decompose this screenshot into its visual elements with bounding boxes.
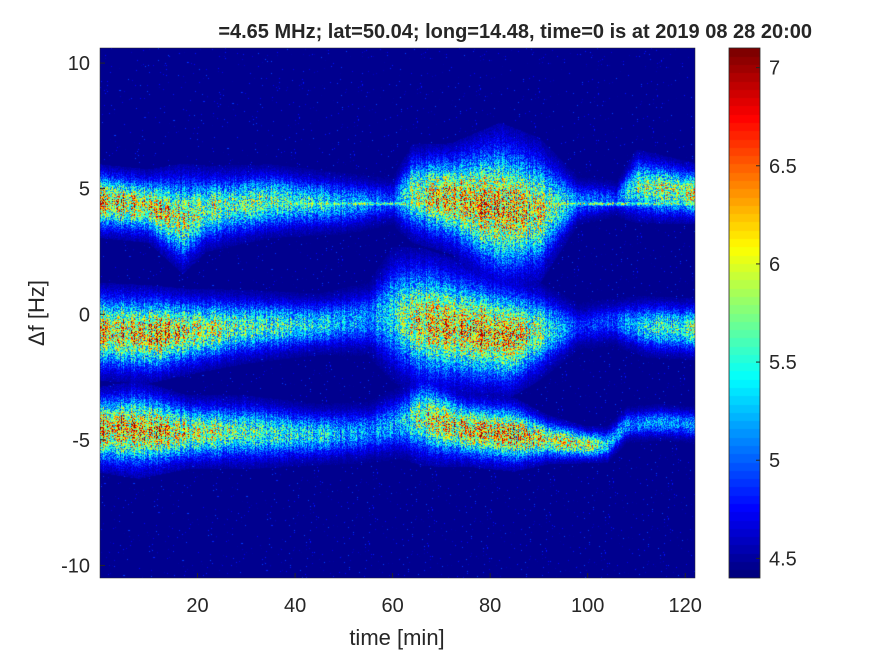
x-tick-label: 100 [571, 595, 604, 617]
colorbar-tick-label: 5 [769, 450, 780, 472]
colorbar-tick-label: 5.5 [769, 352, 797, 374]
x-axis-ticks: 20 40 60 80 100 120 [186, 573, 702, 617]
chart-title: =4.65 MHz; lat=50.04; long=14.48, time=0… [218, 21, 812, 43]
spectrogram-heatmap [100, 48, 695, 578]
y-tick-label: -5 [72, 430, 90, 452]
y-axis-label: Δf [Hz] [24, 280, 49, 346]
x-tick-label: 80 [479, 595, 501, 617]
y-tick-label: 10 [68, 53, 90, 75]
colorbar-ticks: 4.5 5 5.5 6 6.5 7 [756, 58, 797, 570]
colorbar-gradient [729, 48, 760, 578]
y-axis-ticks: -10 -5 0 5 10 [61, 53, 105, 577]
colorbar-tick-label: 6 [769, 254, 780, 276]
colorbar-tick-label: 7 [769, 58, 780, 80]
x-axis-label: time [min] [349, 625, 444, 650]
x-tick-label: 20 [186, 595, 208, 617]
colorbar-box [728, 47, 761, 579]
plot-axes-box [99, 47, 696, 579]
x-tick-label: 120 [669, 595, 702, 617]
x-tick-label: 60 [381, 595, 403, 617]
y-tick-label: 0 [79, 304, 90, 326]
colorbar-tick-label: 6.5 [769, 156, 797, 178]
x-tick-label: 40 [284, 595, 306, 617]
y-tick-label: 5 [79, 179, 90, 201]
colorbar-tick-label: 4.5 [769, 548, 797, 570]
y-tick-label: -10 [61, 555, 90, 577]
